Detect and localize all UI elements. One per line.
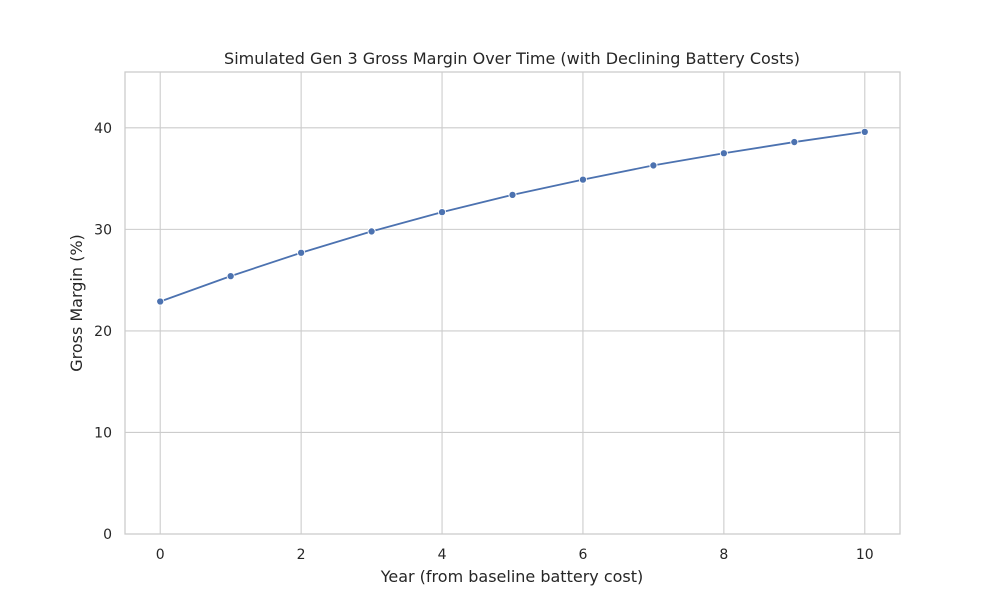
y-tick-label: 30 <box>94 222 112 238</box>
data-point <box>367 227 376 236</box>
y-tick-label: 0 <box>103 527 112 543</box>
tick-labels: 0 2 4 6 8 10 0 10 20 30 40 <box>94 121 874 563</box>
y-tick-label: 40 <box>94 121 112 137</box>
x-tick-label: 10 <box>856 547 874 563</box>
series-line <box>159 131 865 303</box>
data-point <box>578 175 588 184</box>
data-point <box>649 161 658 170</box>
y-tick-label: 20 <box>94 324 112 340</box>
data-point <box>437 208 447 217</box>
data-point <box>719 149 728 158</box>
data-point <box>297 248 306 257</box>
data-point <box>226 272 235 281</box>
x-tick-label: 6 <box>578 547 587 563</box>
data-point <box>790 138 799 147</box>
data-point <box>156 297 165 306</box>
series-layer <box>156 127 869 306</box>
x-tick-label: 8 <box>719 547 728 563</box>
data-point <box>508 190 517 199</box>
data-point <box>860 127 869 136</box>
y-axis-label: Gross Margin (%) <box>67 234 86 372</box>
x-tick-label: 2 <box>297 547 306 563</box>
x-tick-label: 4 <box>438 547 447 563</box>
plot-frame <box>124 71 901 535</box>
chart-title: Simulated Gen 3 Gross Margin Over Time (… <box>224 49 800 68</box>
x-axis-label: Year (from baseline battery cost) <box>380 567 644 586</box>
y-tick-label: 10 <box>94 425 112 441</box>
grid <box>125 72 900 535</box>
x-tick-label: 0 <box>156 547 165 563</box>
